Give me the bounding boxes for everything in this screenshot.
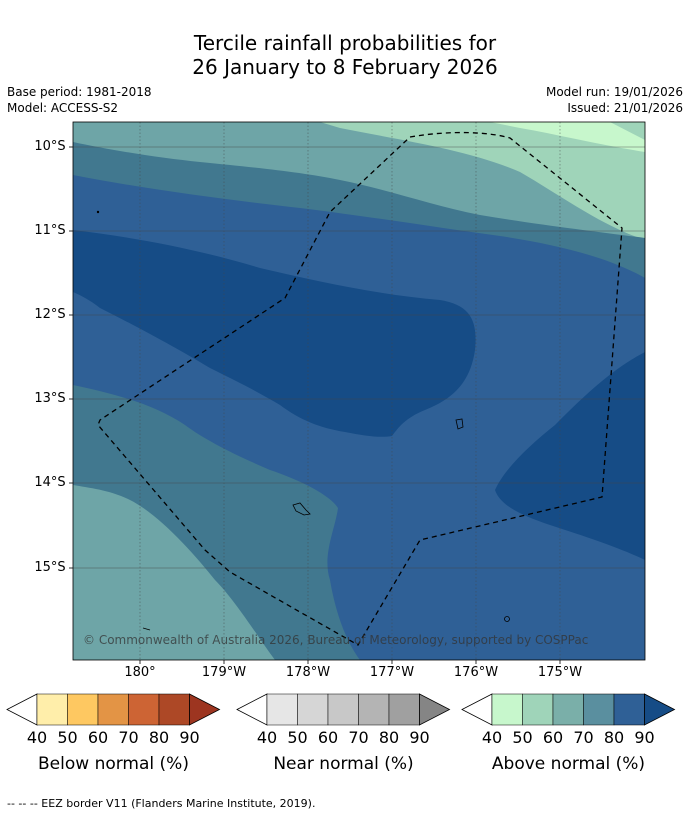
lat-label-10s: 10°S [34,139,66,154]
copyright-credit: © Commonwealth of Australia 2026, Bureau… [83,633,589,647]
map-gridlines [73,122,645,660]
colorbar-tick-label: 40 [26,728,48,747]
legend-title-below: Below normal (%) [38,754,189,774]
colorbar-tick-label: 50 [287,728,308,747]
colorbar-tick-label: 40 [481,728,503,747]
colorbar-tick-label: 50 [512,728,533,747]
lat-label-12s: 12°S [34,307,66,322]
colorbar-tick-label: 90 [179,728,200,747]
title-line-1: Tercile rainfall probabilities for [193,31,497,55]
lat-label-15s: 15°S [34,560,66,575]
islands [96,210,510,631]
colorbar-tick-label: 60 [542,728,564,747]
model-run: Model run: 19/01/2026 [545,85,683,99]
colorbar-tick-label: 80 [148,728,170,747]
colorbar-tick-label: 90 [634,728,655,747]
colorbar-tick-label: 40 [256,728,278,747]
lon-label-180: 180° [124,665,156,680]
title-line-2: 26 January to 8 February 2026 [192,55,498,79]
base-period: Base period: 1981-2018 [7,85,152,99]
colorbar-tick-label: 70 [573,728,594,747]
zone-above-90-plus-west [73,230,476,437]
model-name: Model: ACCESS-S2 [7,101,119,115]
legend-title-above: Above normal (%) [491,754,646,774]
colorbar-tick-label: 80 [603,728,625,747]
lat-label-14s: 14°S [34,475,66,490]
colorbar-tick-label: 70 [348,728,369,747]
zone-above-50-60 [320,122,645,240]
lat-label-11s: 11°S [34,223,66,238]
colorbar-tick-label: 50 [57,728,78,747]
map-frame [72,121,646,661]
lat-label-13s: 13°S [34,391,66,406]
eez-footnote: -- -- -- EEZ border V11 (Flanders Marine… [7,797,316,810]
lon-label-177w: 177°W [369,665,415,680]
lon-label-178w: 178°W [285,665,331,680]
lon-label-179w: 179°W [201,665,247,680]
colorbar-tick-label: 90 [409,728,430,747]
meta-left: Base period: 1981-2018 Model: ACCESS-S2 [7,84,152,116]
zone-above-90-plus-east [495,352,645,560]
lon-label-176w: 176°W [453,665,499,680]
colorbar-tick-label: 80 [378,728,400,747]
colorbar-tick-label: 70 [118,728,139,747]
colorbar-tick-label: 60 [317,728,339,747]
eez-border [97,131,623,646]
lon-label-175w: 175°W [537,665,583,680]
meta-right: Model run: 19/01/2026 Issued: 21/01/2026 [546,84,683,116]
issued-date: Issued: 21/01/2026 [567,101,683,115]
zone-above-40-50 [490,122,645,152]
legend-title-near: Near normal (%) [273,754,414,774]
colorbar-tick-label: 60 [87,728,109,747]
